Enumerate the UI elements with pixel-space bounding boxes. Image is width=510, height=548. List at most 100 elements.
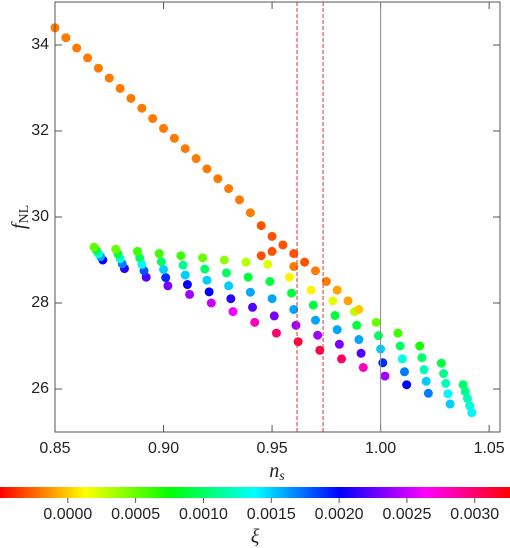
colorbar-tick-label: 0.0025 [382, 506, 431, 523]
point [256, 251, 266, 261]
point [248, 302, 258, 312]
point [137, 103, 147, 113]
point [399, 367, 409, 377]
point [185, 289, 195, 299]
point [93, 63, 103, 73]
point [354, 304, 364, 314]
point [306, 285, 316, 295]
point [343, 296, 353, 306]
point [180, 270, 190, 280]
point [245, 287, 255, 297]
x-tick-label: 1.00 [365, 440, 396, 457]
point [334, 339, 344, 349]
x-tick-label: 0.95 [257, 440, 288, 457]
point [419, 365, 429, 375]
x-label-sub: s [279, 469, 285, 484]
point [371, 317, 381, 327]
point [321, 277, 331, 286]
point [159, 264, 169, 274]
point [421, 376, 431, 386]
point [267, 294, 277, 304]
point [245, 208, 255, 218]
point [104, 73, 114, 83]
point [310, 266, 320, 276]
point [235, 195, 245, 205]
point [358, 363, 368, 372]
point [221, 268, 231, 278]
point [267, 246, 277, 256]
point [265, 277, 275, 286]
point [289, 304, 299, 314]
point [393, 328, 403, 338]
x-axis-label: ns [269, 460, 285, 485]
colorbar-tick-label: 0.0010 [179, 506, 228, 523]
point [180, 144, 190, 154]
point [156, 257, 166, 267]
point [269, 311, 279, 321]
point [378, 358, 388, 368]
point [337, 354, 347, 364]
point [397, 354, 407, 364]
point [308, 300, 318, 310]
y-axis-label: fNL [8, 205, 33, 229]
point [163, 281, 173, 291]
point [356, 348, 366, 358]
point [278, 240, 288, 250]
point [332, 285, 342, 295]
y-tick-label: 26 [31, 380, 49, 397]
point [228, 307, 238, 317]
point [202, 275, 212, 285]
point [200, 264, 210, 274]
y-tick-label: 30 [31, 208, 49, 225]
point [115, 83, 125, 93]
point [241, 257, 251, 267]
point [289, 249, 299, 259]
point [132, 246, 142, 256]
y-tick-label: 34 [31, 36, 49, 53]
y-tick-label: 32 [31, 122, 49, 139]
point [373, 331, 383, 341]
point [89, 242, 99, 252]
y-tick-label: 28 [31, 294, 49, 311]
point [224, 184, 234, 194]
point [154, 249, 164, 259]
point [380, 371, 390, 381]
point [224, 281, 234, 291]
point [443, 389, 453, 399]
colorbar-label: ξ [251, 526, 260, 548]
colorbar-tick-label: 0.0020 [315, 506, 364, 523]
point [256, 221, 266, 231]
point [291, 320, 301, 330]
colorbar-tick-label: 0.0015 [247, 506, 296, 523]
point [169, 133, 179, 143]
point [395, 341, 405, 351]
point [332, 325, 342, 335]
point [191, 154, 201, 164]
point [293, 337, 303, 347]
point [61, 33, 71, 43]
point [423, 388, 433, 398]
point [213, 174, 223, 184]
colorbar-tick-label: 0.0005 [111, 506, 160, 523]
point [178, 260, 188, 270]
x-label-main: n [269, 460, 279, 482]
x-tick-label: 0.85 [39, 440, 70, 457]
point [315, 345, 325, 355]
point [148, 114, 158, 124]
point [467, 408, 477, 418]
point [226, 294, 236, 304]
plot-frame [54, 1, 501, 433]
point [72, 43, 82, 53]
point [204, 287, 214, 297]
point [328, 296, 338, 306]
point [460, 387, 470, 397]
point [300, 257, 310, 267]
point [310, 315, 320, 325]
point [441, 378, 451, 388]
point [267, 231, 277, 241]
point [198, 253, 208, 263]
y-label-sub: NL [17, 205, 32, 224]
point [219, 255, 229, 265]
point [284, 272, 294, 282]
